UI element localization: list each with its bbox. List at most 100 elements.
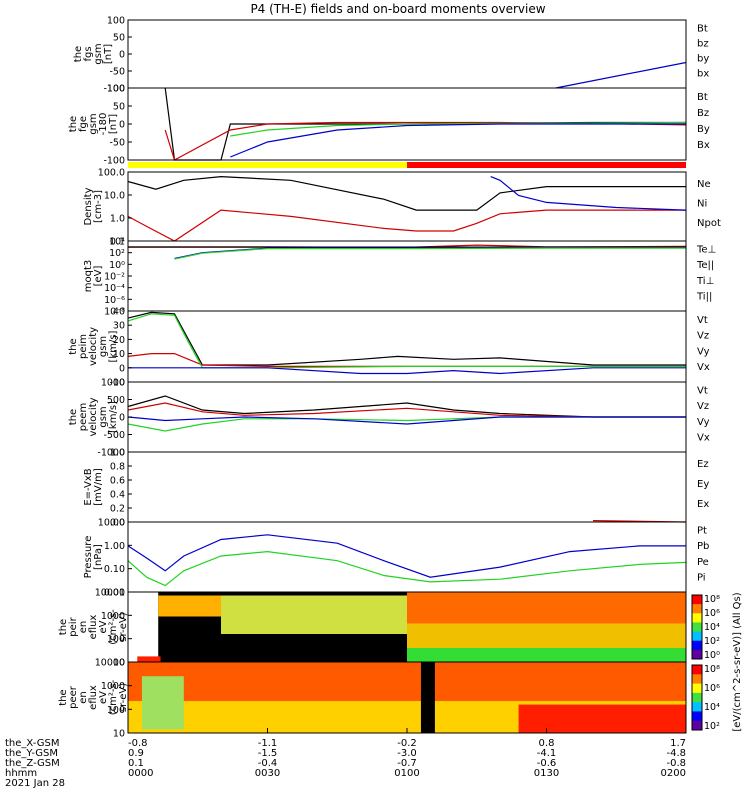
ytick-label: 1000: [101, 681, 125, 692]
legend-label: Vy: [697, 417, 710, 428]
ytick-label: -10: [109, 378, 125, 389]
ylabel-line: eV: [98, 691, 109, 704]
colorbar-cell: [692, 674, 702, 685]
mode-bar-slow: [128, 162, 407, 168]
xaxis-row-label: the_X-GSM: [5, 738, 59, 749]
xtick-label: 0030: [255, 768, 280, 779]
xtick-label: 0200: [661, 768, 686, 779]
ytick-label: -100: [103, 156, 125, 167]
colorbar-tick: 10²: [704, 721, 720, 732]
series-line-bx-p1: [555, 61, 687, 89]
xtick-label: 0.9: [128, 748, 144, 759]
ytick-label: 30: [113, 321, 125, 332]
xaxis-row-label: the_Z-GSM: [5, 758, 60, 769]
ytick-label: 0.4: [110, 490, 125, 501]
ytick-label: 0: [119, 120, 125, 131]
colorbar-frame: [691, 664, 703, 731]
series-line-vx-p5: [128, 367, 686, 375]
ytick-label: 0: [119, 50, 125, 61]
ylabel-line: peir: [68, 616, 79, 636]
ytick-label: 10000: [95, 588, 125, 599]
ytick-label: 10⁻⁶: [104, 295, 125, 306]
ytick-label: 0.01: [104, 588, 125, 599]
xtick-label: -0.2: [397, 738, 417, 749]
xtick-label: -0.8: [666, 758, 686, 769]
ytick-label: -50: [109, 138, 125, 149]
legend-label: Bt: [697, 92, 708, 103]
ylabel-line: the: [58, 689, 69, 705]
ylabel-line: (cm²-s-: [108, 679, 119, 715]
series-line-by-p2: [230, 121, 687, 137]
legend-label: Pi: [697, 572, 706, 583]
ylabel-line: gsm: [93, 43, 104, 64]
ylabel-line: E=-VxB: [83, 468, 94, 505]
colorbar-cell: [692, 631, 702, 642]
colorbar-cell: [692, 683, 702, 694]
ytick-label: 40: [113, 307, 125, 318]
legend-label: Pt: [697, 526, 707, 537]
ytick-label: 1.0: [110, 448, 125, 459]
ytick-label: 10⁻²: [104, 272, 125, 283]
colorbar-tick: 10⁸: [704, 664, 720, 675]
ylabel-line: sr-eV): [118, 683, 129, 712]
legend-label: Ne: [697, 179, 711, 190]
ytick-label: -500: [103, 430, 125, 441]
xtick-label: -0.7: [397, 758, 417, 769]
colorbar-cell: [692, 692, 702, 703]
legend-label: Vx: [697, 362, 710, 373]
ylabel-line: velocity: [88, 397, 99, 436]
legend-label: Vz: [697, 331, 709, 342]
ytick-label: -50: [109, 67, 125, 78]
xtick-label: -1.5: [258, 748, 278, 759]
legend-label: bz: [697, 38, 709, 49]
colorbar-tick: 10⁴: [704, 702, 720, 713]
ylabel-line: the: [68, 338, 79, 354]
ylabel-line: eV: [98, 620, 109, 633]
ylabel-line: eflux: [88, 615, 99, 640]
series-line-npot-p3: [490, 176, 687, 211]
ylabel-line: gsm: [98, 336, 109, 357]
ytick-label: 0.1: [110, 237, 125, 248]
ytick-label: 10⁴: [109, 237, 125, 248]
xtick-label: 0000: [128, 768, 153, 779]
xaxis-row-label: the_Y-GSM: [5, 748, 58, 759]
series-layer: [127, 61, 687, 587]
colorbar-cell: [692, 595, 702, 605]
ytick-label: 10: [113, 349, 125, 360]
ylabel-line: gsm: [98, 406, 109, 427]
ylabel-line: [nPa]: [93, 544, 104, 570]
ytick-label: 10⁻⁸: [104, 307, 125, 318]
ylabel-line: [mV/m]: [93, 468, 104, 506]
ylabel-line: sr-eV): [118, 612, 129, 641]
ylabel-line: Pressure: [83, 536, 94, 579]
legend-label: Vz: [697, 401, 709, 412]
xtick-label: -0.6: [537, 758, 557, 769]
ylabel-line: fgs: [83, 46, 94, 61]
ylabel-line: fge: [78, 116, 89, 132]
colorbar-cell: [692, 665, 702, 675]
colorbar-label: [eV/(cm^2-s-sr-eV)] (All Qs): [732, 592, 743, 731]
colorbar-frame: [691, 594, 703, 660]
spectrogram-layer: [128, 162, 702, 733]
ytick-label: 10.00: [98, 518, 125, 529]
ylabel-line: the: [68, 116, 79, 132]
colorbar-cell: [692, 604, 702, 614]
ylabel-line: [eV]: [93, 266, 104, 287]
ytick-label: 20: [113, 335, 125, 346]
ytick-label: 10⁻⁴: [104, 283, 125, 294]
ytick-label: 0.6: [110, 476, 125, 487]
ytick-label: 100: [107, 634, 125, 645]
ytick-label: 0.8: [110, 462, 125, 473]
legend-label: By: [697, 124, 710, 135]
ylabel-line: peer: [68, 685, 79, 709]
ytick-label: 0.2: [110, 504, 125, 515]
xtick-label: 0130: [534, 768, 559, 779]
xtick-label: 0100: [394, 768, 419, 779]
panel-frame-7: [127, 451, 687, 523]
ion-spectrogram-cell: [407, 648, 686, 662]
ytick-label: 100: [107, 84, 125, 95]
electron-spectrogram-cell: [141, 676, 184, 730]
xtick-label: 0.8: [539, 738, 555, 749]
xtick-label: -0.8: [128, 738, 148, 749]
